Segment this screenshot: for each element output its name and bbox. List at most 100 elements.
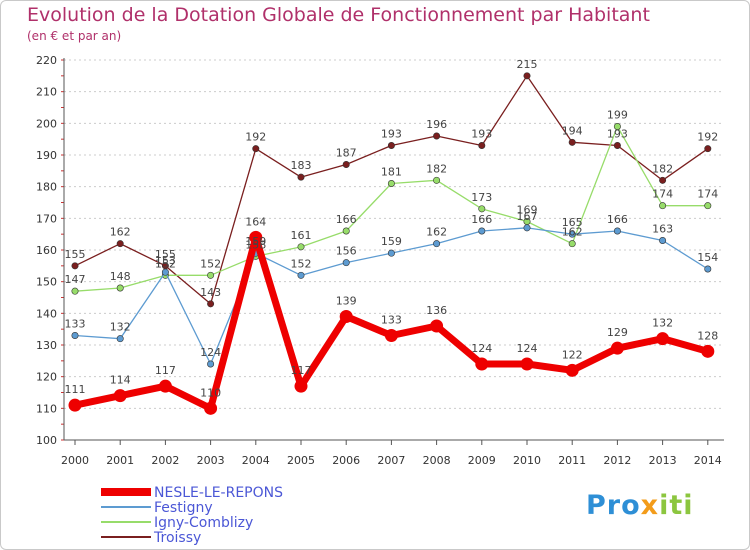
x-tick-label: 2000 [61, 454, 89, 467]
data-label-2: 158 [245, 238, 266, 251]
data-label-1: 159 [381, 235, 402, 248]
legend-label-2: Igny-Comblizy [154, 515, 253, 531]
data-point-1 [161, 268, 169, 276]
series [68, 72, 715, 415]
x-tick-label: 2011 [558, 454, 586, 467]
data-point-3 [116, 240, 124, 248]
data-point-0 [384, 329, 398, 342]
x-tick-label: 2003 [197, 454, 225, 467]
data-point-0 [610, 341, 624, 355]
data-label-3: 183 [291, 159, 312, 172]
x-tick-label: 2004 [242, 454, 270, 467]
data-label-2: 152 [200, 257, 221, 270]
legend-label-0: NESLE-LE-REPONS [154, 485, 283, 501]
data-label-0: 133 [381, 314, 402, 327]
y-tick-label: 140 [36, 307, 57, 320]
data-point-3 [433, 132, 441, 140]
data-label-3: 193 [607, 128, 628, 141]
data-point-3 [252, 145, 260, 153]
data-point-1 [387, 249, 395, 257]
data-label-3: 143 [200, 286, 221, 299]
legend-label-1: Festigny [154, 500, 213, 516]
x-tick-label: 2012 [603, 454, 631, 467]
data-label-0: 124 [471, 342, 492, 355]
legend: NESLE-LE-REPONSFestignyIgny-ComblizyTroi… [101, 485, 283, 546]
axes: 100 110 120 130 140 150 160 170 180 190 200 210 220 2… [36, 54, 724, 467]
data-point-2 [387, 180, 395, 188]
y-tick-label: 220 [36, 54, 57, 67]
data-point-3 [659, 176, 667, 184]
y-tick-label: 110 [36, 402, 57, 415]
y-tick-label: 150 [36, 276, 57, 289]
y-tick-label: 130 [36, 339, 57, 352]
data-label-0: 110 [200, 386, 221, 399]
data-point-1 [704, 265, 712, 273]
data-label-1: 165 [562, 216, 583, 229]
y-tick-label: 190 [36, 149, 57, 162]
data-label-3: 193 [471, 128, 492, 141]
y-tick-label: 180 [36, 181, 57, 194]
data-label-0: 164 [245, 215, 266, 228]
data-label-0: 124 [517, 342, 538, 355]
data-label-3: 196 [426, 118, 447, 131]
data-label-0: 117 [291, 364, 312, 377]
data-labels: 155 162 155 143 192 183 187 193 196 193 215 194 193 1… [65, 58, 719, 400]
data-label-0: 122 [562, 348, 583, 361]
data-label-3: 193 [381, 128, 402, 141]
data-label-2: 173 [471, 191, 492, 204]
x-tick-label: 2006 [332, 454, 360, 467]
y-tick-label: 210 [36, 86, 57, 99]
data-point-0 [475, 357, 489, 371]
data-label-1: 132 [110, 321, 131, 334]
data-label-1: 153 [155, 254, 176, 267]
x-tick-label: 2009 [468, 454, 496, 467]
data-label-1: 124 [200, 346, 221, 359]
data-label-1: 154 [697, 251, 718, 264]
data-point-1 [613, 227, 621, 235]
data-point-1 [433, 240, 441, 248]
data-point-2 [659, 202, 667, 210]
x-tick-label: 2014 [694, 454, 722, 467]
data-label-2: 152 [155, 257, 176, 270]
data-point-2 [297, 243, 305, 251]
x-tick-label: 2005 [287, 454, 315, 467]
data-label-2: 166 [336, 213, 357, 226]
data-point-3 [387, 142, 395, 150]
data-label-3: 155 [155, 248, 176, 261]
data-label-2: 162 [562, 226, 583, 239]
y-tick-label: 120 [36, 371, 57, 384]
x-tick-label: 2013 [649, 454, 677, 467]
data-label-1: 167 [517, 210, 538, 223]
logo-part-2: x [640, 490, 660, 521]
data-point-0 [249, 230, 263, 244]
data-point-0 [113, 389, 127, 403]
data-point-2 [207, 271, 215, 279]
data-label-3: 192 [245, 131, 266, 144]
data-point-2 [433, 176, 441, 184]
data-label-2: 147 [65, 273, 86, 286]
data-point-2 [116, 284, 124, 292]
data-point-0 [204, 401, 218, 415]
data-label-2: 169 [517, 204, 538, 217]
data-label-0: 111 [65, 383, 86, 396]
legend-label-3: Troissy [153, 530, 201, 546]
y-tick-label: 100 [36, 434, 57, 447]
data-point-1 [523, 224, 531, 232]
data-point-3 [523, 72, 531, 80]
y-tick-label: 170 [36, 212, 57, 225]
data-label-2: 199 [607, 109, 628, 122]
data-point-1 [568, 230, 576, 238]
data-label-0: 114 [110, 374, 131, 387]
data-point-2 [342, 227, 350, 235]
data-point-3 [613, 142, 621, 150]
data-label-3: 162 [110, 226, 131, 239]
data-label-2: 174 [697, 188, 718, 201]
data-point-0 [339, 310, 353, 323]
data-label-0: 136 [426, 304, 447, 317]
data-point-0 [294, 379, 308, 393]
data-label-1: 166 [471, 213, 492, 226]
data-point-1 [659, 237, 667, 245]
data-point-3 [297, 173, 305, 181]
data-point-1 [342, 259, 350, 267]
x-tick-label: 2002 [151, 454, 179, 467]
